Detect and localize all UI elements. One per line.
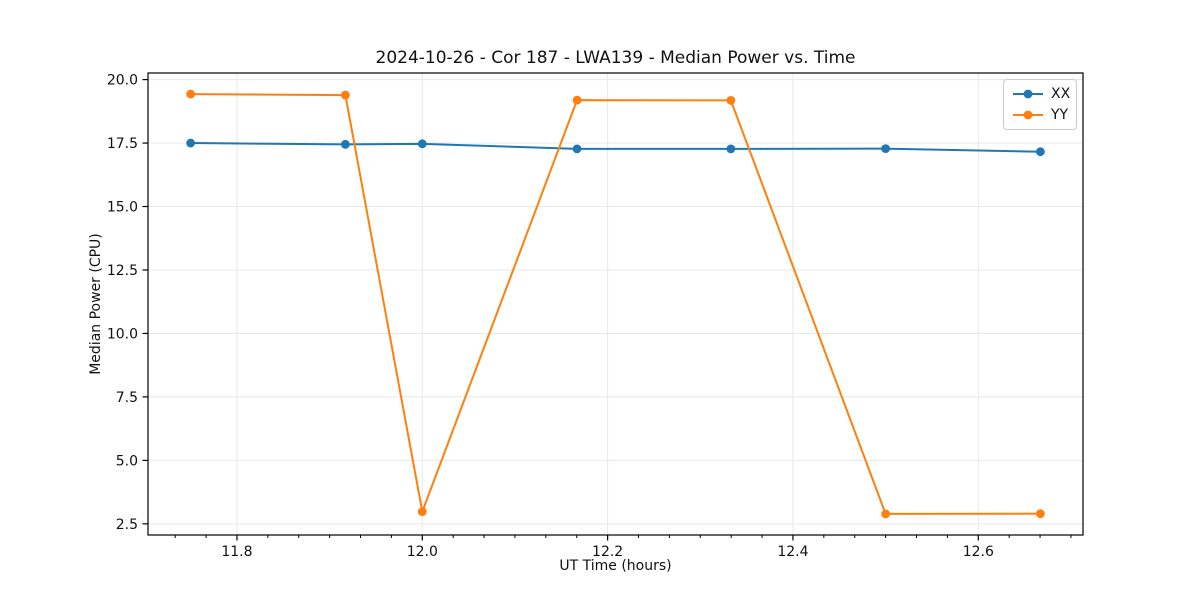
data-point-xx <box>340 139 350 149</box>
data-point-yy <box>881 509 891 519</box>
x-tick-label: 12.6 <box>963 544 994 560</box>
data-point-xx <box>1035 147 1045 157</box>
y-tick-label: 17.5 <box>107 136 138 152</box>
y-tick-label: 20.0 <box>107 73 138 89</box>
y-tick-label: 7.5 <box>116 390 138 406</box>
y-tick-label: 12.5 <box>107 263 138 279</box>
legend-item-yy: YY <box>1012 106 1068 124</box>
data-point-xx <box>726 144 736 154</box>
x-tick-label: 12.2 <box>592 544 623 560</box>
y-axis-label: Median Power (CPU) <box>88 233 104 375</box>
x-tick-label: 12.4 <box>777 544 808 560</box>
legend-line-marker-icon <box>1013 89 1043 99</box>
data-point-yy <box>726 96 736 105</box>
series-line-xx <box>189 142 1042 153</box>
data-point-xx <box>881 144 891 154</box>
data-point-yy <box>572 95 582 105</box>
x-tick-label: 12.0 <box>407 544 438 560</box>
data-point-xx <box>572 144 582 154</box>
series-line-yy <box>189 93 1042 515</box>
legend: XX YY <box>1003 79 1077 130</box>
y-tick-label: 10.0 <box>107 326 138 342</box>
legend-line-marker-icon <box>1013 110 1043 120</box>
chart-title: 2024-10-26 - Cor 187 - LWA139 - Median P… <box>375 48 856 68</box>
y-tick-label: 2.5 <box>116 517 138 533</box>
plot-border <box>147 72 1084 536</box>
data-point-yy <box>417 507 427 517</box>
legend-label-xx: XX <box>1051 86 1071 102</box>
data-point-yy <box>1035 509 1045 519</box>
y-tick-label: 5.0 <box>116 453 138 469</box>
x-tick-label: 11.8 <box>221 544 252 560</box>
legend-label-yy: YY <box>1051 107 1069 123</box>
data-point-xx <box>186 138 196 148</box>
data-point-xx <box>417 139 427 149</box>
y-tick-label: 15.0 <box>107 200 138 216</box>
x-axis-label: UT Time (hours) <box>559 558 672 574</box>
legend-item-xx: XX <box>1012 85 1071 103</box>
data-point-yy <box>186 89 196 99</box>
data-point-yy <box>340 90 350 100</box>
